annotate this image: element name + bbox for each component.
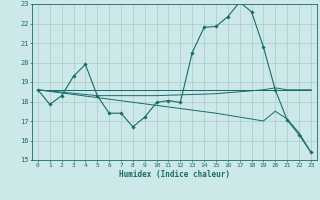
X-axis label: Humidex (Indice chaleur): Humidex (Indice chaleur) bbox=[119, 170, 230, 179]
